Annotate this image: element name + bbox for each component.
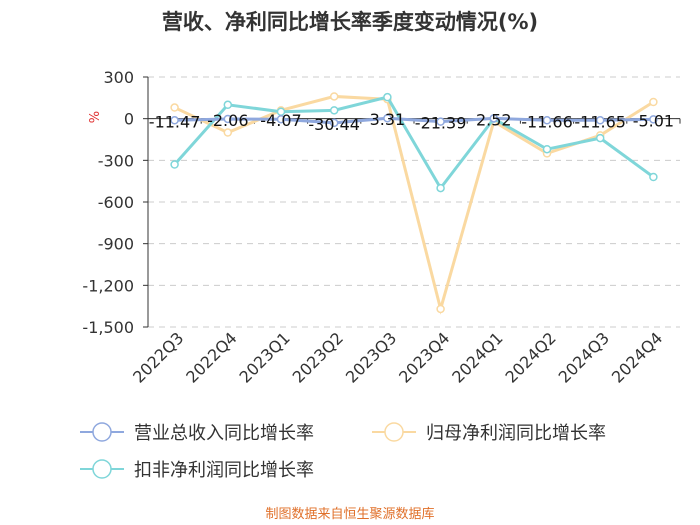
data-point [542,116,552,125]
data-point [329,92,339,101]
data-label: -30.44 [308,115,360,134]
data-point [170,103,179,112]
x-tick-label: 2024Q4 [608,328,666,386]
legend-label: 归母净利润同比增长率 [426,423,606,444]
x-tick-label: 2023Q2 [289,328,347,386]
data-point [170,116,179,125]
series-lines [170,92,658,315]
data-label: -11.47 [149,112,201,131]
y-tick-labels: 300 0 -300 -600 -900 -1,200 -1,500 [82,68,134,337]
data-point [223,100,233,110]
source-note: 制图数据来自恒生聚源数据库 [265,506,434,522]
y-tick-label: -300 [98,151,134,170]
x-tick-label: 2022Q3 [129,328,187,386]
y-tick-label: -900 [98,235,134,254]
x-tick-label: 2024Q2 [501,328,559,386]
y-tick-label: -600 [98,193,134,212]
data-point [595,116,605,125]
data-point [436,183,445,193]
data-point [436,117,445,126]
data-label: -11.65 [574,112,626,131]
legend-label: 营业总收入同比增长率 [134,423,314,444]
data-point [649,172,658,182]
y-axis-unit: % [88,111,103,123]
series-line [174,116,654,125]
data-label: -4.07 [260,111,301,130]
y-tick-label: 300 [103,68,134,87]
x-tick-label: 2023Q4 [395,328,453,386]
data-point [649,115,658,124]
x-tick-label: 2024Q1 [448,328,506,386]
legend-swatch-marker [384,422,404,442]
data-point [436,304,445,314]
y-tick-label: -1,200 [82,276,134,295]
data-point [542,144,552,154]
y-tick-label: -1,500 [82,318,134,337]
legend-swatch-marker [92,422,112,442]
x-tick-label: 2023Q1 [235,328,293,386]
x-tick-labels: 2022Q32022Q42023Q12023Q22023Q32023Q42024… [129,328,666,386]
data-point [383,113,392,123]
data-point [383,92,392,102]
y-tick-label: 0 [124,110,134,129]
legend-label: 扣非净利润同比增长率 [134,460,314,481]
chart-title: 营收、净利同比增长率季度变动情况(%) [162,10,538,34]
series-line [173,95,655,191]
data-label: -2.06 [207,111,248,130]
data-point [649,97,658,107]
data-point [223,114,233,124]
data-point [276,114,286,124]
data-label: -21.39 [415,114,467,133]
data-label: -11.66 [521,112,573,131]
data-point [329,106,339,115]
data-point [595,133,605,143]
data-point [489,114,499,123]
data-label: 2.52 [476,110,512,129]
legend-swatch-marker [92,459,112,479]
data-labels: -11.47 -2.06 -4.07 -30.44 3.31 -21.39 2.52 -11.… [149,110,674,134]
x-tick-label: 2024Q3 [555,328,613,386]
data-point [223,128,233,137]
data-label: -5.01 [633,111,674,130]
x-tick-label: 2023Q3 [342,328,400,386]
data-point [170,160,179,169]
data-point [329,118,339,128]
data-label: 3.31 [370,110,406,129]
x-tick-label: 2022Q4 [182,328,240,386]
